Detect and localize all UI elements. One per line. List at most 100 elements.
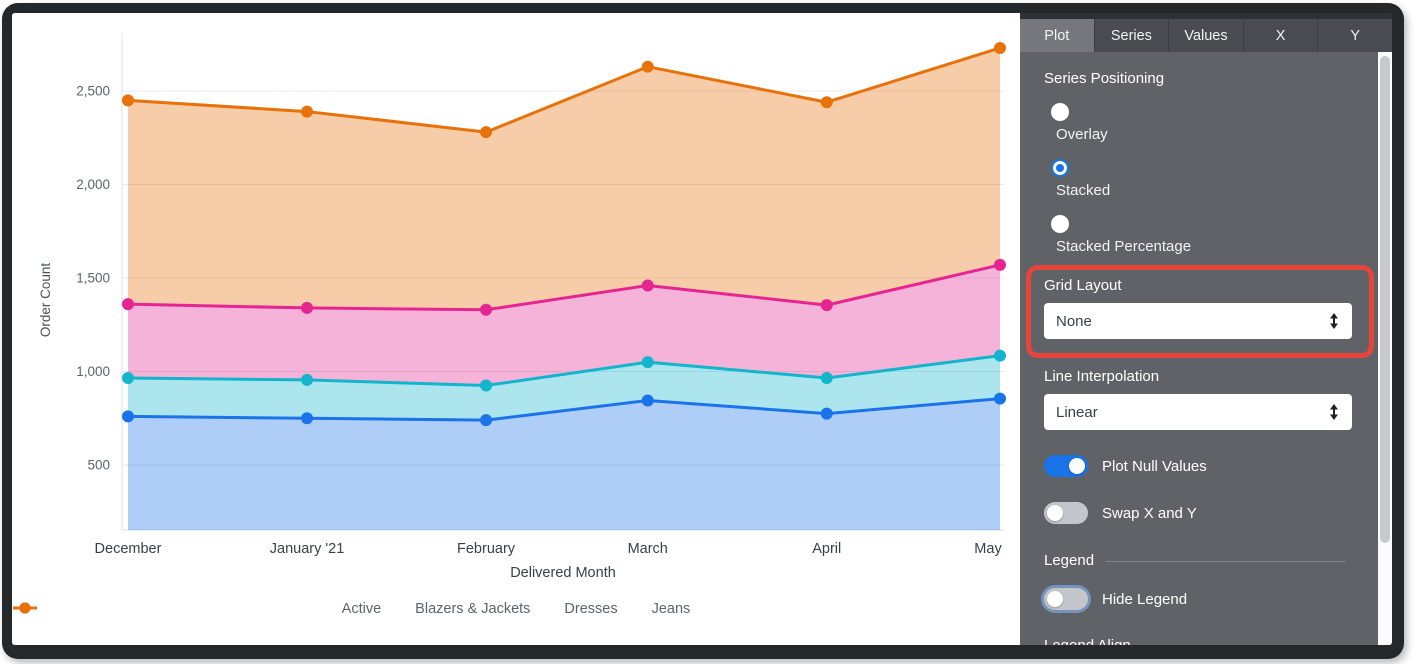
data-point[interactable] xyxy=(301,373,314,386)
swap-x-y-label: Swap X and Y xyxy=(1102,504,1197,522)
panel-top-strip xyxy=(1020,13,1392,19)
line-interpolation-select[interactable]: Linear xyxy=(1044,394,1352,430)
stacked-area-chart[interactable]: 500 1,000 1,500 2,000 2,500 December January '… xyxy=(12,13,1018,645)
legend-item-blazers-jackets[interactable]: Blazers & Jackets xyxy=(13,601,530,617)
tab-plot[interactable]: Plot xyxy=(1020,19,1094,52)
grid-layout-label: Grid Layout xyxy=(1044,277,1122,294)
legend-align-label: Legend Align xyxy=(1044,637,1352,645)
y-tick-label: 1,000 xyxy=(76,364,110,379)
data-point[interactable] xyxy=(480,126,493,139)
data-point[interactable] xyxy=(122,372,134,385)
y-axis-title: Order Count xyxy=(38,263,53,338)
panel-tabbar: Plot Series Values X Y xyxy=(1020,19,1392,52)
tab-values[interactable]: Values xyxy=(1168,19,1243,52)
chart-card: 500 1,000 1,500 2,000 2,500 December January '… xyxy=(12,13,1020,645)
section-divider xyxy=(1106,561,1346,562)
series-area-jeans xyxy=(128,47,1000,310)
series-line-jeans xyxy=(127,46,1001,134)
radio-option-overlay[interactable]: Overlay xyxy=(1044,103,1352,143)
legend-header-label: Legend xyxy=(1044,552,1095,569)
panel-scrollbar-track[interactable] xyxy=(1378,52,1392,645)
radio-stacked-label: Stacked xyxy=(1056,182,1111,199)
settings-panel: Plot Series Values X Y Series Positionin… xyxy=(1020,13,1392,645)
swap-x-y-toggle[interactable] xyxy=(1044,502,1088,524)
radio-option-stacked-percentage[interactable]: Stacked Percentage xyxy=(1044,215,1352,255)
x-axis-title: Delivered Month xyxy=(510,565,616,581)
data-point[interactable] xyxy=(820,96,833,109)
x-tick-label: March xyxy=(628,541,668,557)
x-tick-label: May xyxy=(974,541,1002,557)
panel-body: Series Positioning Overlay Stacked Stack… xyxy=(1020,52,1392,645)
data-point[interactable] xyxy=(820,407,833,420)
updown-arrows-icon xyxy=(1328,313,1340,329)
legend-label: Active xyxy=(341,601,382,617)
series-area-blazers-jackets xyxy=(128,355,1000,421)
grid-layout-select[interactable]: None xyxy=(1044,303,1352,339)
series-line-dresses xyxy=(127,263,1001,312)
data-point[interactable] xyxy=(641,279,654,292)
radio-stacked-icon[interactable] xyxy=(1051,159,1069,177)
data-point[interactable] xyxy=(994,349,1006,362)
legend-item-active[interactable]: Active xyxy=(13,601,382,617)
data-point[interactable] xyxy=(122,94,134,107)
grid-layout-value: None xyxy=(1056,312,1092,330)
data-point[interactable] xyxy=(480,414,493,427)
legend-marker-icon xyxy=(13,602,37,614)
radio-overlay-icon[interactable] xyxy=(1051,103,1069,121)
data-point[interactable] xyxy=(994,41,1006,54)
toggle-knob xyxy=(1047,505,1063,521)
grid: 500 1,000 1,500 2,000 2,500 xyxy=(76,33,1004,531)
y-tick-label: 500 xyxy=(87,458,110,473)
legend-section-header: Legend xyxy=(1044,552,1352,569)
line-interpolation-value: Linear xyxy=(1056,403,1098,421)
legend-label: Jeans xyxy=(651,601,691,617)
data-point[interactable] xyxy=(641,60,654,73)
points xyxy=(122,41,1006,427)
data-point[interactable] xyxy=(301,301,314,314)
data-point[interactable] xyxy=(820,372,833,385)
legend-item-jeans[interactable]: Jeans xyxy=(13,601,691,617)
data-point[interactable] xyxy=(641,394,654,407)
x-tick-label: December xyxy=(95,541,162,557)
tab-series[interactable]: Series xyxy=(1093,19,1169,52)
data-point[interactable] xyxy=(122,410,134,423)
areas xyxy=(128,47,1000,530)
grid-layout-section: Grid Layout None xyxy=(1026,265,1374,358)
plot-null-values-row: Plot Null Values xyxy=(1044,455,1352,477)
hide-legend-label: Hide Legend xyxy=(1102,590,1188,608)
chart-legend: Active Blazers & Jackets Dresses Jeans xyxy=(12,601,1020,617)
data-point[interactable] xyxy=(301,412,314,425)
toggle-knob xyxy=(1069,458,1085,474)
legend-item-dresses[interactable]: Dresses xyxy=(13,601,618,617)
data-point[interactable] xyxy=(480,303,493,316)
line-interpolation-label: Line Interpolation xyxy=(1044,368,1160,385)
y-tick-label: 2,000 xyxy=(76,177,110,192)
data-point[interactable] xyxy=(480,379,493,392)
series-line-blazers-jackets xyxy=(127,354,1001,388)
tab-x[interactable]: X xyxy=(1242,19,1318,52)
swap-x-y-row: Swap X and Y xyxy=(1044,502,1352,524)
series-area-active xyxy=(128,398,1000,530)
data-point[interactable] xyxy=(820,299,833,312)
panel-scrollbar-thumb[interactable] xyxy=(1380,56,1390,543)
data-point[interactable] xyxy=(994,392,1006,405)
toggle-knob xyxy=(1047,591,1063,607)
plot-null-values-toggle[interactable] xyxy=(1044,455,1088,477)
x-tick-label: April xyxy=(812,541,841,557)
data-point[interactable] xyxy=(994,258,1006,271)
radio-option-stacked[interactable]: Stacked xyxy=(1044,159,1352,199)
app-window: 500 1,000 1,500 2,000 2,500 December January '… xyxy=(2,3,1404,659)
x-tick-label: January '21 xyxy=(270,541,345,557)
y-tick-label: 2,500 xyxy=(76,84,110,99)
data-point[interactable] xyxy=(122,298,134,311)
hide-legend-toggle[interactable] xyxy=(1044,588,1088,610)
data-point[interactable] xyxy=(641,356,654,369)
data-point[interactable] xyxy=(301,105,314,118)
hide-legend-row: Hide Legend xyxy=(1044,588,1352,610)
plot-null-values-label: Plot Null Values xyxy=(1102,457,1207,475)
radio-stacked-percentage-label: Stacked Percentage xyxy=(1056,238,1192,255)
x-tick-label: February xyxy=(457,541,516,557)
radio-stacked-percentage-icon[interactable] xyxy=(1051,215,1069,233)
tab-y[interactable]: Y xyxy=(1317,19,1392,52)
